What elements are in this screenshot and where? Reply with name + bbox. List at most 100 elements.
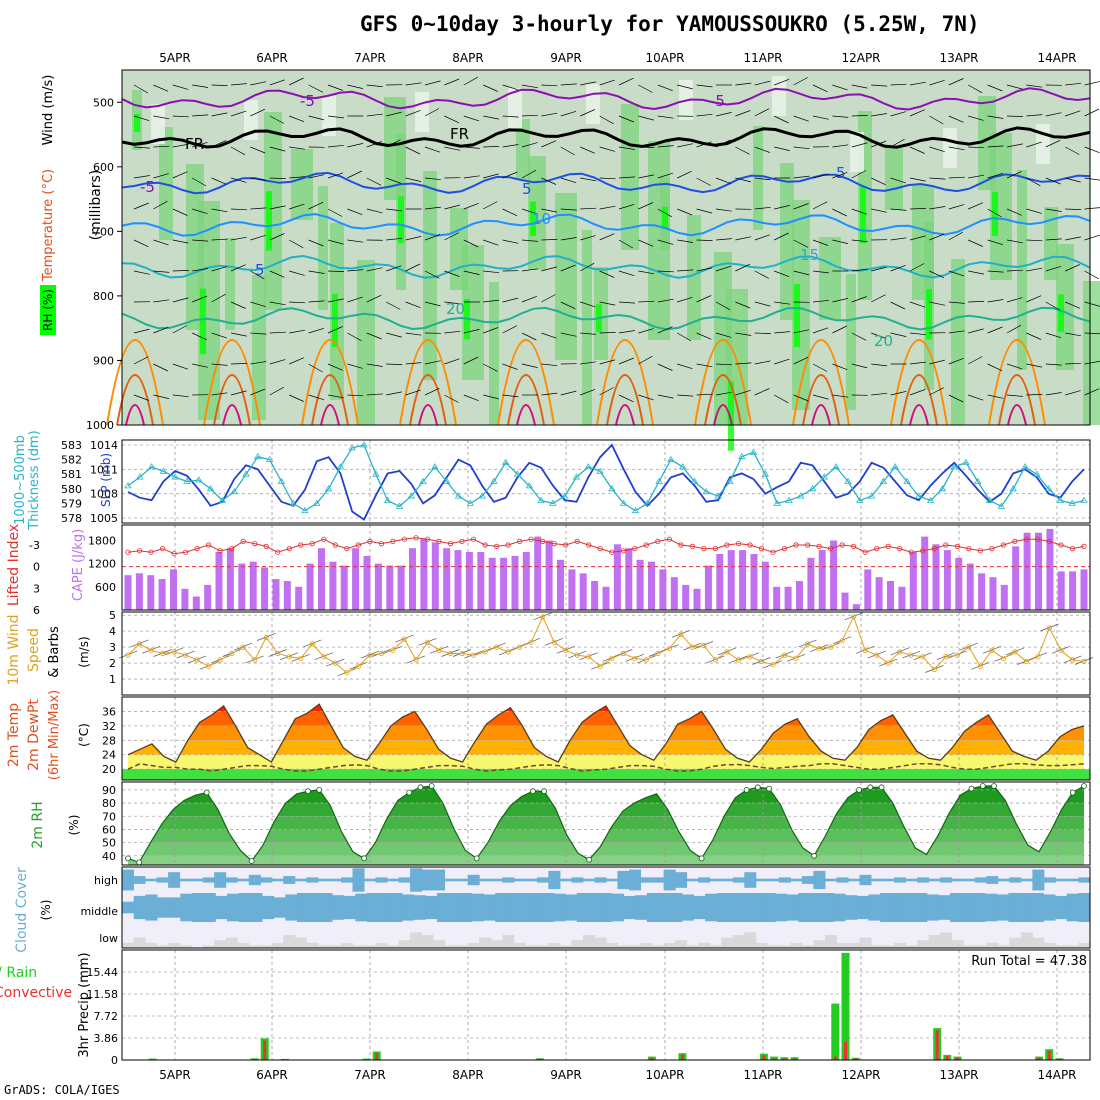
cross-section-frame (121, 69, 1091, 426)
cloud-middle-cell (483, 894, 496, 921)
cloud-high-cell (744, 872, 757, 888)
cloud-middle-cell (343, 895, 356, 920)
wind-barb (696, 295, 712, 303)
isotherm-25-dome (203, 339, 261, 426)
temp2m-frame (121, 696, 1091, 781)
wind-barb (502, 363, 518, 370)
wind-barb (1045, 301, 1060, 311)
wind-barb (580, 109, 595, 117)
thickness-point (395, 502, 404, 509)
wind10-point (747, 654, 753, 660)
rh2m-band (128, 789, 1084, 804)
lifted-index-point (839, 542, 845, 548)
wind-barb (909, 81, 926, 86)
cloud-middle-cell (122, 901, 135, 914)
wind-barb (851, 208, 868, 215)
thickness-point (667, 455, 675, 462)
wind-barb (774, 146, 790, 151)
wind10-point (136, 641, 143, 647)
rh-axis-label: RH (%) (41, 289, 55, 331)
wind-barb (909, 301, 926, 308)
lifted-index-point (470, 536, 477, 542)
wind-barb (618, 394, 634, 403)
wind-barb (812, 173, 829, 179)
wind-barb (968, 394, 984, 401)
wind10-point (263, 634, 269, 641)
cloud-middle-cell (471, 893, 485, 922)
wind-barb (521, 208, 538, 215)
lifted-index-point (309, 540, 315, 547)
cloud-units-label: (%) (39, 900, 53, 921)
cloud-high-cell (709, 878, 722, 882)
cloud-middle-cell (915, 893, 928, 922)
cloud-middle-cell (705, 893, 718, 922)
thickness-point (549, 499, 557, 506)
precip-total-bar (841, 952, 850, 1060)
wind-barb (483, 84, 498, 92)
rh-dry-patch (1036, 124, 1050, 164)
wind-barb (463, 115, 480, 122)
wind-barb (1084, 81, 1100, 86)
cloud-low-cell (583, 935, 595, 948)
wind-barb (133, 202, 149, 210)
wind-barb (754, 80, 771, 86)
rh-dry-patch (508, 88, 522, 128)
wind-barb (677, 269, 694, 272)
wind-barb (560, 332, 577, 337)
cloud-high-cell (1043, 877, 1056, 883)
wind-barb (987, 394, 1004, 399)
wind-barb (308, 300, 325, 303)
wind-barb (560, 301, 576, 310)
cloud-high-cell (202, 877, 215, 883)
cloud-low-cell (559, 945, 572, 948)
cloud-middle-cell (355, 893, 368, 922)
cloud-high-cell (260, 877, 273, 883)
wind-barb (327, 239, 344, 245)
wind-barb (1045, 112, 1062, 117)
precip-tick-label: 7.72 (94, 1010, 119, 1023)
wind-barb (580, 146, 596, 154)
wind-barb (1006, 363, 1023, 370)
isotherm-30-dome (900, 374, 938, 426)
rh-saturated-plume (728, 381, 734, 451)
wind-barb (580, 235, 596, 241)
lifted-index-point (586, 542, 592, 548)
isotherm-25-dome (792, 339, 850, 426)
cloud-low-cell (917, 940, 930, 948)
thickness-tick-label: 580 (61, 483, 82, 496)
cloud-low-cell (433, 940, 446, 948)
grads-credit: GrADS: COLA/IGES (4, 1083, 120, 1097)
wind10-point (712, 657, 719, 663)
wind-barb (1006, 269, 1024, 272)
cloud-middle-cell (693, 895, 706, 920)
wind-barb (812, 270, 829, 274)
rh-moist-plume (357, 260, 375, 425)
cape-bar (283, 581, 291, 610)
cloud-low-cell (767, 945, 780, 948)
wind-barb (405, 362, 422, 365)
wind-barb (463, 239, 479, 248)
cloud-high-cell (271, 878, 284, 882)
wind-barb (172, 270, 189, 272)
wind-barb (405, 109, 421, 117)
rh2m-point (541, 788, 547, 795)
cloud-high-cell (778, 877, 791, 883)
wind-barb (832, 363, 848, 371)
cloud-middle-cell (670, 893, 683, 922)
wind10-point (943, 654, 949, 660)
rh-moist-plume (1044, 207, 1058, 280)
thickness-point (537, 496, 545, 503)
wind-barb (696, 208, 713, 214)
lifted-index-point (1046, 538, 1053, 545)
wind-barb (1065, 146, 1080, 155)
cloud-high-cell (364, 878, 376, 882)
rh-moist-plume (1083, 281, 1100, 425)
cape-bar (397, 565, 405, 610)
wind-barb (560, 110, 577, 117)
wind-barb (502, 394, 519, 398)
rh2m-point (979, 783, 986, 789)
isotherm-35-dome (516, 404, 536, 426)
date-label-bottom: 13APR (939, 1068, 978, 1082)
isotherm-35-dome (418, 404, 438, 426)
wind-barb (269, 115, 285, 124)
